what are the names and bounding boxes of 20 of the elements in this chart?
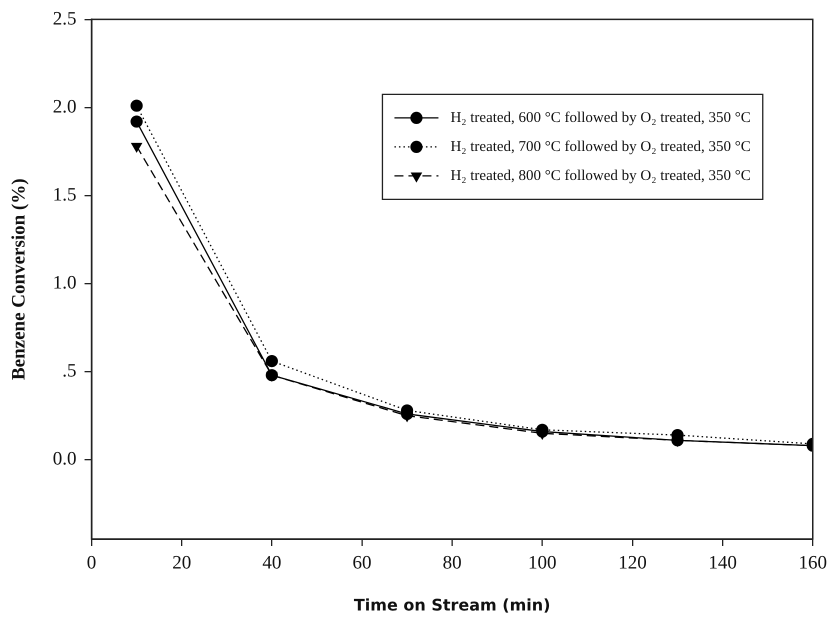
x-tick-label: 100 [528,552,557,574]
x-tick-label: 40 [262,552,282,574]
y-tick-label: 1.5 [52,184,77,206]
legend-label: H₂ treated, 700 °C followed by O₂ treated, 350 °C [450,138,751,155]
x-axis-title: Time on Stream (min) [354,596,550,615]
y-tick-label: 1.0 [52,272,77,294]
x-tick-label: 140 [708,552,737,574]
x-tick-label: 0 [86,552,96,574]
x-tick-label: 60 [352,552,372,574]
legend-label: H₂ treated, 600 °C followed by O₂ treated, 350 °C [450,110,751,126]
y-tick-label: .5 [62,360,77,382]
y-tick-label: 2.5 [52,8,77,30]
x-tick-label: 80 [442,552,462,574]
x-tick-label: 120 [618,552,647,574]
legend-label: H₂ treated, 800 °C followed by O₂ treated, 350 °C [450,168,751,184]
x-tick-label: 160 [798,552,827,574]
x-tick-label: 20 [172,552,192,574]
y-tick-label: 2.0 [52,96,77,118]
y-axis-title: Benzene Conversion (%) [8,178,30,380]
y-tick-label: 0.0 [52,448,77,470]
